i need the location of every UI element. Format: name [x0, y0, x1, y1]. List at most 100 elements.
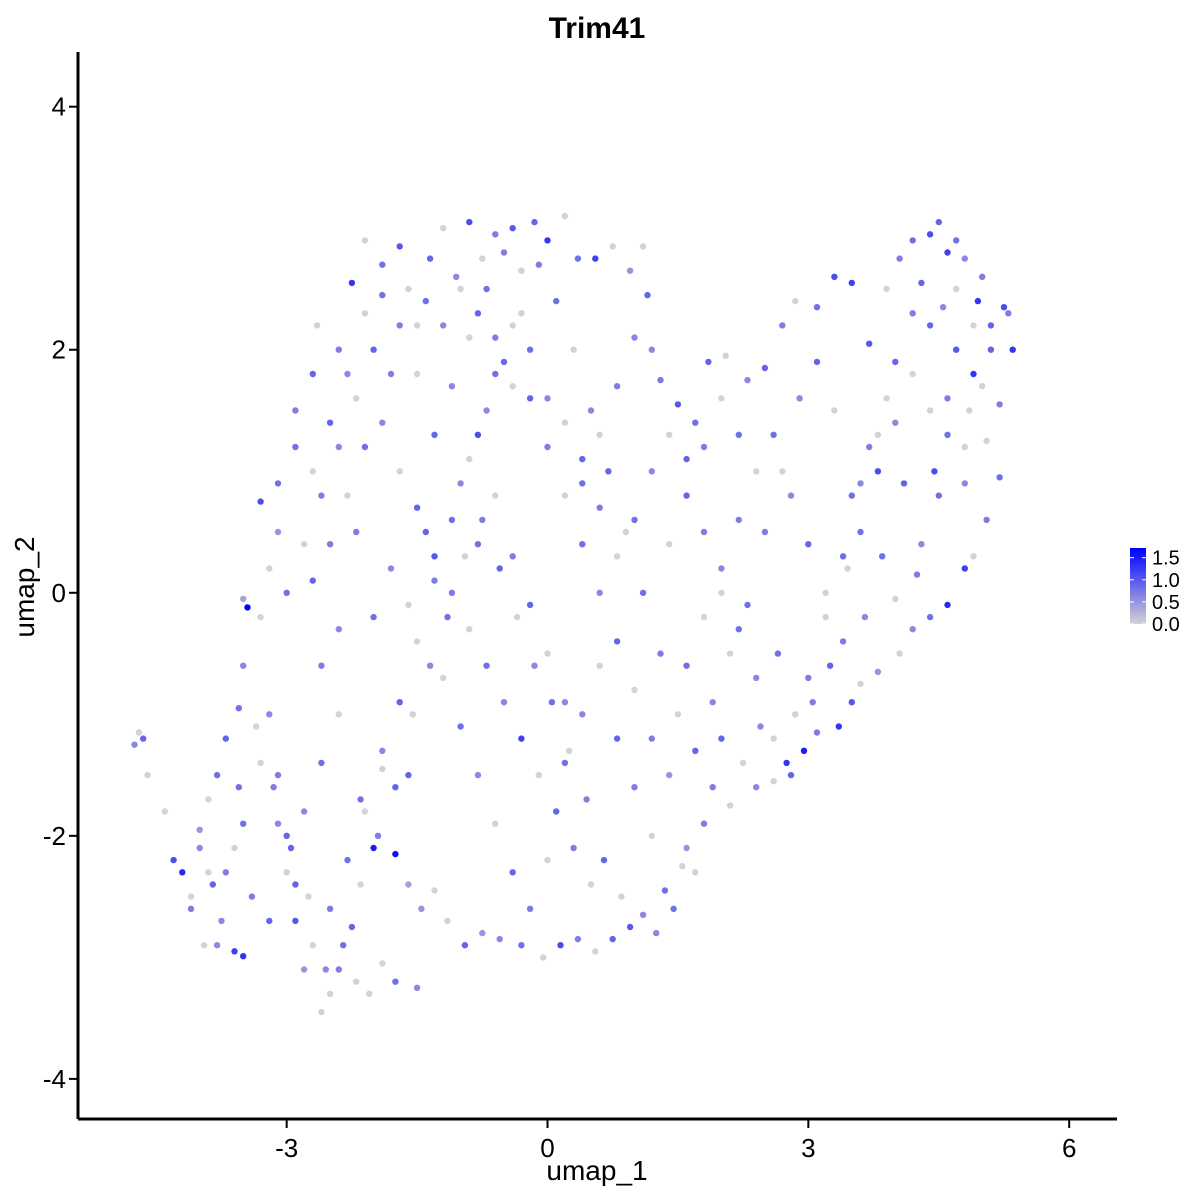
- data-point: [618, 893, 625, 900]
- data-point: [300, 966, 308, 973]
- data-point: [379, 261, 386, 268]
- color-legend-ticks: 0.00.51.01.5: [1130, 548, 1180, 636]
- data-point: [574, 255, 582, 262]
- data-point: [718, 395, 725, 402]
- data-point: [666, 431, 673, 438]
- data-point: [479, 255, 486, 262]
- data-point: [639, 589, 647, 596]
- data-point: [831, 273, 838, 280]
- data-point: [405, 771, 412, 779]
- data-point: [353, 528, 360, 536]
- data-point: [587, 881, 595, 888]
- data-point: [361, 808, 369, 815]
- data-point: [309, 468, 316, 475]
- data-point: [961, 255, 968, 262]
- data-point: [561, 419, 569, 426]
- data-point: [418, 905, 425, 912]
- data-point: [709, 699, 716, 706]
- data-point: [448, 589, 456, 596]
- data-point: [609, 243, 616, 250]
- data-point: [583, 796, 590, 803]
- data-point: [574, 935, 582, 943]
- data-point: [287, 844, 295, 852]
- data-point: [631, 334, 638, 341]
- data-point: [426, 662, 434, 669]
- data-point: [500, 358, 508, 366]
- data-point: [379, 419, 386, 426]
- data-point: [648, 346, 655, 353]
- data-point: [257, 759, 264, 767]
- data-point: [683, 844, 690, 852]
- data-point: [253, 723, 260, 730]
- data-point: [613, 383, 621, 390]
- data-point: [718, 565, 725, 572]
- data-point: [526, 601, 534, 609]
- data-point: [996, 474, 1003, 481]
- data-point: [639, 243, 647, 250]
- data-point: [626, 923, 634, 931]
- data-point: [857, 528, 864, 536]
- data-point: [509, 383, 516, 390]
- data-point: [987, 322, 995, 329]
- data-point: [944, 601, 951, 609]
- legend-tick-label: 0.5: [1152, 592, 1180, 614]
- data-point: [257, 498, 264, 505]
- data-point: [770, 778, 777, 785]
- data-point: [466, 218, 473, 226]
- data-point: [813, 729, 821, 736]
- data-point: [787, 492, 795, 499]
- data-point: [283, 832, 290, 839]
- data-point: [692, 419, 699, 426]
- data-point: [553, 297, 560, 305]
- data-point: [396, 699, 403, 706]
- data-point: [770, 735, 777, 742]
- y-tick-label: 4: [52, 92, 66, 122]
- data-point: [953, 346, 960, 353]
- data-point: [744, 601, 751, 609]
- data-point: [244, 604, 251, 611]
- data-point: [913, 571, 921, 578]
- data-point: [474, 771, 482, 779]
- data-point: [344, 492, 351, 499]
- data-point: [531, 218, 538, 226]
- data-point: [544, 395, 551, 402]
- data-point: [218, 917, 225, 925]
- data-point: [387, 370, 395, 378]
- data-point: [935, 218, 942, 226]
- data-point: [783, 759, 790, 767]
- data-point: [413, 984, 421, 991]
- data-point: [231, 844, 238, 852]
- data-point: [444, 917, 451, 925]
- data-point: [848, 279, 855, 287]
- data-point: [240, 953, 247, 960]
- data-point: [805, 674, 812, 682]
- data-point: [648, 468, 655, 475]
- data-point: [996, 401, 1003, 408]
- data-point: [544, 443, 551, 451]
- data-point: [683, 662, 690, 669]
- data-point: [483, 662, 490, 669]
- data-point: [444, 613, 451, 621]
- data-point: [896, 255, 903, 262]
- data-point: [526, 346, 534, 353]
- data-point: [761, 364, 769, 372]
- data-point: [944, 249, 951, 256]
- data-point: [700, 613, 708, 621]
- x-tick-label: -3: [275, 1133, 298, 1163]
- data-point: [240, 662, 247, 669]
- data-point: [379, 960, 386, 967]
- data-point: [700, 528, 708, 536]
- data-point: [657, 376, 664, 384]
- data-point: [631, 516, 638, 524]
- data-point: [796, 395, 803, 402]
- data-point: [457, 285, 464, 293]
- data-point: [492, 820, 499, 827]
- data-point: [396, 243, 403, 250]
- data-point: [274, 480, 282, 487]
- data-point: [405, 881, 412, 888]
- data-point: [579, 480, 586, 487]
- data-point: [726, 650, 734, 657]
- data-point: [283, 869, 290, 876]
- data-point: [848, 699, 855, 706]
- data-point: [235, 705, 242, 712]
